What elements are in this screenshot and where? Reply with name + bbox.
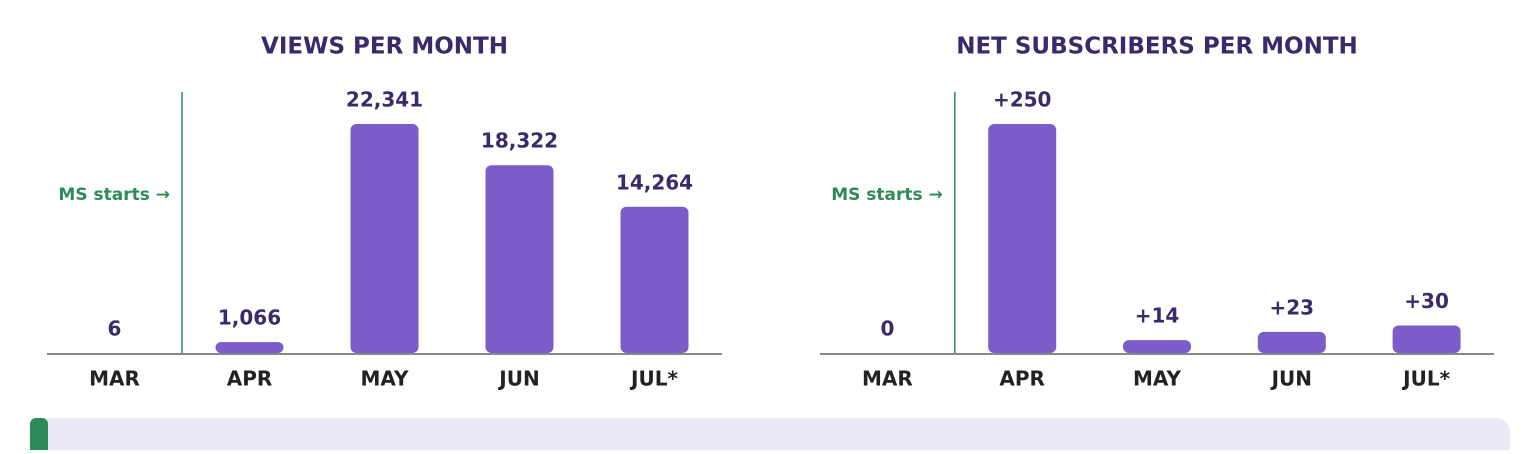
x-tick-label: APR <box>999 367 1045 391</box>
bar <box>1123 340 1191 353</box>
annotation: MS starts → <box>58 185 170 205</box>
callout-box <box>30 418 1510 450</box>
chart-title: VIEWS PER MONTH <box>261 34 508 60</box>
value-label: +14 <box>1135 304 1180 328</box>
bar <box>988 124 1056 353</box>
x-tick-label: MAR <box>89 367 140 391</box>
x-tick-label: JUN <box>497 367 539 391</box>
annotation: MS starts → <box>831 185 943 205</box>
x-tick-label: MAY <box>1133 367 1181 391</box>
value-label: 22,341 <box>346 88 423 112</box>
x-tick-label: JUN <box>1270 367 1312 391</box>
bar <box>621 207 689 353</box>
x-tick-label: JUL* <box>1401 367 1450 391</box>
bar <box>1258 332 1326 353</box>
value-label: 1,066 <box>218 306 281 330</box>
x-tick-label: MAY <box>361 367 409 391</box>
value-label: +250 <box>993 88 1052 112</box>
value-label: 14,264 <box>616 170 693 194</box>
chart-title: NET SUBSCRIBERS PER MONTH <box>956 34 1358 60</box>
x-tick-label: JUL* <box>629 367 678 391</box>
callout-accent <box>30 418 48 450</box>
value-label: +23 <box>1270 295 1315 319</box>
bar <box>486 165 554 353</box>
x-tick-label: MAR <box>862 367 913 391</box>
bar <box>216 342 284 353</box>
value-label: 0 <box>880 317 894 341</box>
bar <box>1393 326 1461 353</box>
x-tick-label: APR <box>227 367 273 391</box>
value-label: 18,322 <box>481 129 558 153</box>
bar <box>351 124 419 353</box>
value-label: +30 <box>1404 289 1449 313</box>
value-label: 6 <box>108 316 122 340</box>
